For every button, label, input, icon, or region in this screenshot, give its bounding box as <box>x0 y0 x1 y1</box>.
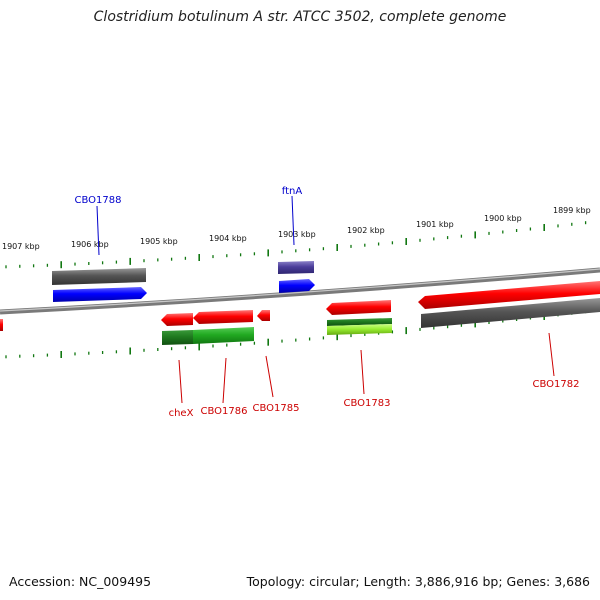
leader-line <box>548 332 555 377</box>
scale-ticks-top <box>5 221 587 269</box>
scale-label: 1902 kbp <box>347 226 385 235</box>
gene-cbo1785[interactable] <box>257 310 270 321</box>
scale-label: 1903 kbp <box>278 230 316 239</box>
scale-label: 1901 kbp <box>416 220 454 229</box>
gene-label-cbo1783[interactable]: CBO1783 <box>344 398 391 409</box>
leader-line <box>360 349 365 395</box>
gene-cbo1788[interactable] <box>53 287 147 302</box>
scale-ticks-bottom <box>5 310 587 359</box>
leader-line <box>96 205 100 256</box>
cog-feature-cbo1788[interactable] <box>52 268 146 285</box>
scale-label: 1907 kbp <box>2 242 40 251</box>
gene-left-edge[interactable] <box>0 319 3 331</box>
gene-label-ftna[interactable]: ftnA <box>282 186 303 197</box>
gene-label-cbo1786[interactable]: CBO1786 <box>201 406 248 417</box>
leader-line <box>178 359 183 404</box>
scale-label: 1900 kbp <box>484 214 522 223</box>
gene-cbo1783[interactable] <box>326 300 391 315</box>
gene-cbo1782[interactable] <box>418 281 600 309</box>
cog-feature-ftna[interactable] <box>278 261 314 274</box>
scale-label: 1906 kbp <box>71 240 109 249</box>
gene-ftna[interactable] <box>279 279 315 293</box>
scale-label: 1899 kbp <box>553 206 591 215</box>
genome-backbone-highlight <box>0 268 600 312</box>
genome-title: Clostridium botulinum A str. ATCC 3502, … <box>93 9 507 25</box>
cog-feature-cbo1782[interactable] <box>421 298 600 328</box>
scale-label: 1904 kbp <box>209 234 247 243</box>
leader-line <box>265 355 274 398</box>
genome-summary-text: Topology: circular; Length: 3,886,916 bp… <box>246 574 590 589</box>
scale-label: 1905 kbp <box>140 237 178 246</box>
cog-feature-chex[interactable] <box>162 330 193 345</box>
cog-feature-cbo1783-bottom[interactable] <box>327 324 392 335</box>
gene-chex[interactable] <box>161 313 193 326</box>
cog-feature-cbo1783-top[interactable] <box>327 318 392 326</box>
genome-backbone <box>0 267 600 315</box>
gene-label-cbo1788[interactable]: CBO1788 <box>75 195 122 206</box>
gene-label-chex[interactable]: cheX <box>169 408 194 419</box>
accession-text: Accession: NC_009495 <box>9 574 152 589</box>
leader-line <box>222 357 227 404</box>
leader-line <box>291 195 295 246</box>
gene-label-cbo1782[interactable]: CBO1782 <box>533 379 580 390</box>
gene-cbo1786[interactable] <box>193 310 253 324</box>
cog-feature-cbo1786[interactable] <box>193 327 254 344</box>
gene-label-cbo1785[interactable]: CBO1785 <box>253 403 300 414</box>
